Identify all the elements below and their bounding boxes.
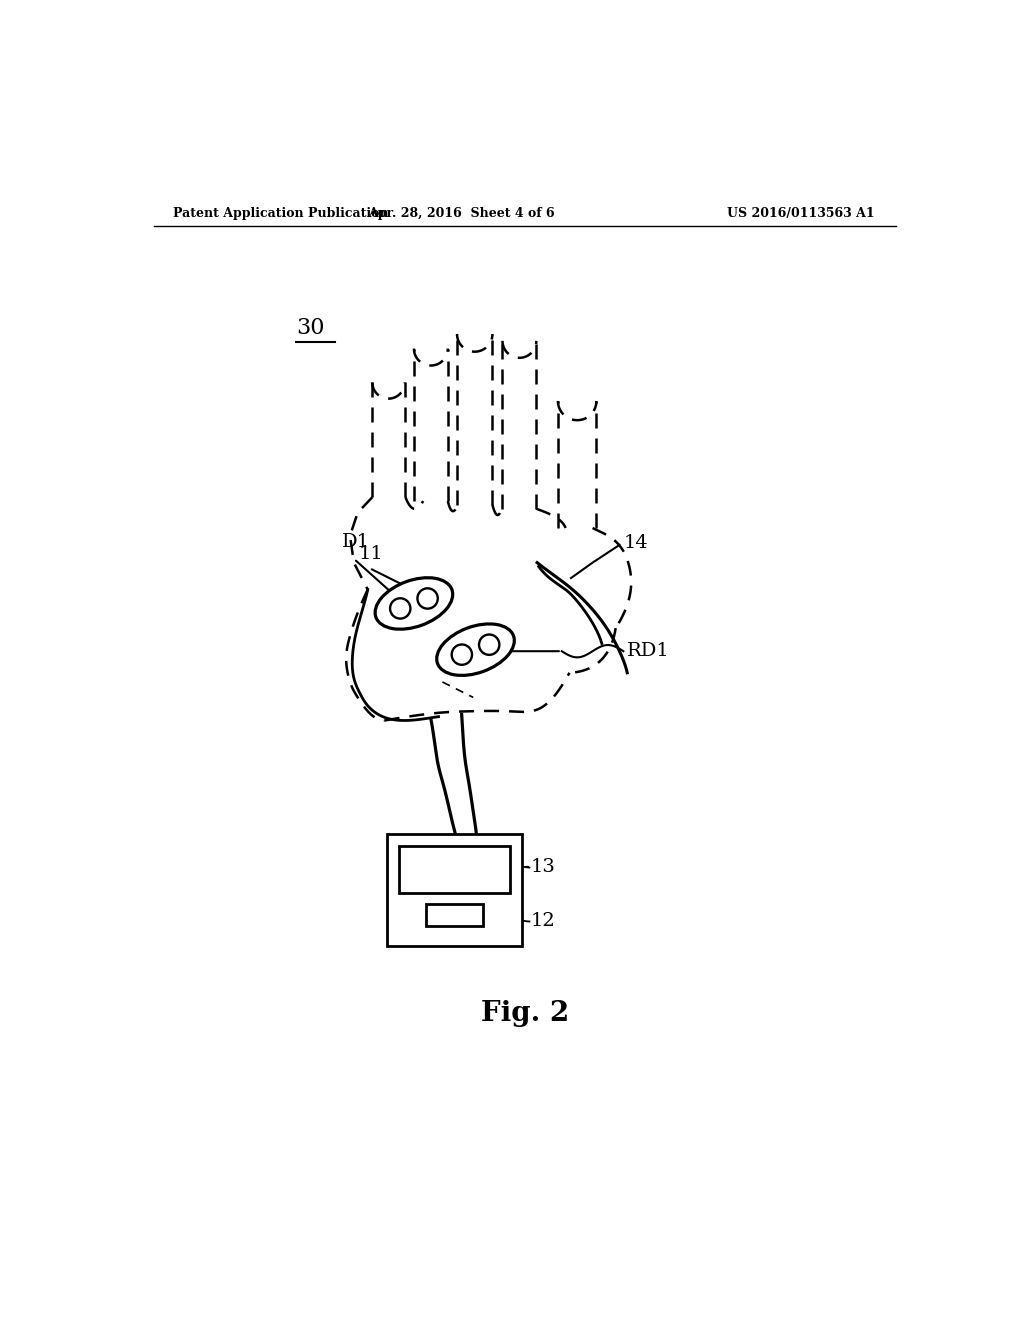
Text: D1: D1	[342, 533, 371, 552]
Text: 12: 12	[531, 912, 556, 929]
Text: Apr. 28, 2016  Sheet 4 of 6: Apr. 28, 2016 Sheet 4 of 6	[369, 207, 555, 220]
Text: 13: 13	[531, 858, 556, 875]
Text: RD1: RD1	[628, 643, 670, 660]
Ellipse shape	[375, 578, 453, 630]
Bar	[398, 846, 510, 892]
Text: 30: 30	[296, 317, 325, 339]
Text: Fig. 2: Fig. 2	[480, 999, 569, 1027]
Text: 11: 11	[358, 545, 383, 562]
Text: 14: 14	[624, 535, 648, 552]
Text: Patent Application Publication: Patent Application Publication	[173, 207, 388, 220]
Ellipse shape	[436, 624, 514, 676]
Bar	[387, 834, 521, 946]
Text: US 2016/0113563 A1: US 2016/0113563 A1	[727, 207, 874, 220]
Bar	[426, 904, 482, 927]
